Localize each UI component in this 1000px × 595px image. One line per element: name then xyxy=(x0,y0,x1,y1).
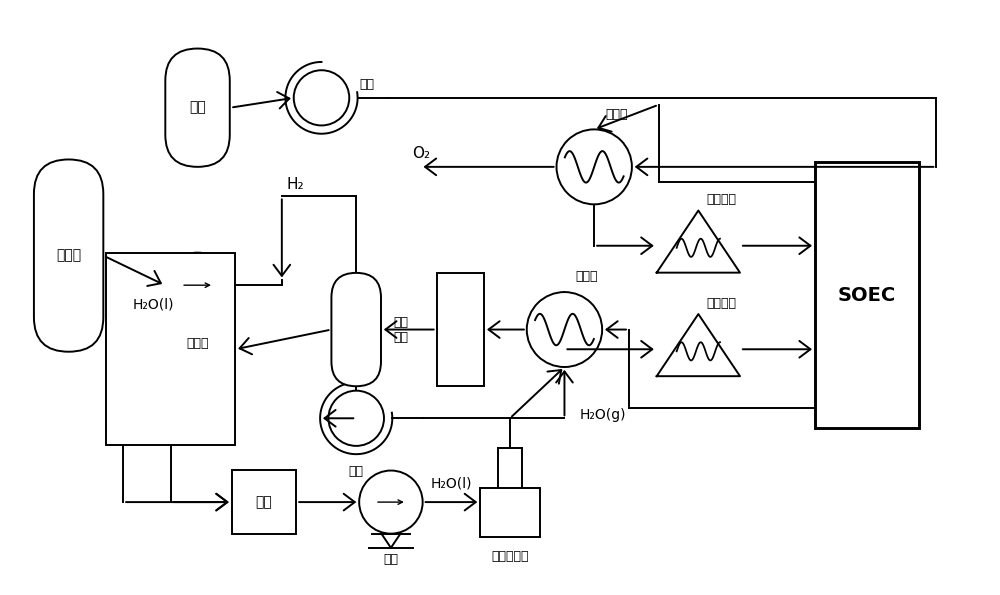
Text: H₂O(l): H₂O(l) xyxy=(132,298,174,312)
Circle shape xyxy=(527,292,602,367)
Text: H₂O(g): H₂O(g) xyxy=(579,408,626,422)
Circle shape xyxy=(328,391,384,446)
Bar xyxy=(232,470,296,534)
FancyBboxPatch shape xyxy=(331,273,381,386)
Text: H₂: H₂ xyxy=(287,177,304,192)
Circle shape xyxy=(294,70,349,126)
Text: O₂: O₂ xyxy=(412,146,431,161)
Text: H₂O(l): H₂O(l) xyxy=(431,476,472,490)
Bar xyxy=(480,488,540,537)
Bar xyxy=(815,162,919,428)
FancyBboxPatch shape xyxy=(34,159,103,352)
Text: 换热器: 换热器 xyxy=(606,108,628,121)
Polygon shape xyxy=(657,314,740,376)
Bar xyxy=(437,273,484,386)
Text: 水箱: 水箱 xyxy=(256,495,272,509)
FancyBboxPatch shape xyxy=(165,49,230,167)
Text: 水气
分离: 水气 分离 xyxy=(393,315,408,343)
Text: 储氢罐: 储氢罐 xyxy=(56,249,81,262)
Text: 电加热器: 电加热器 xyxy=(707,193,737,206)
Text: 空气: 空气 xyxy=(189,101,206,115)
Text: 风机: 风机 xyxy=(349,465,364,478)
Text: 换热器: 换热器 xyxy=(576,270,598,283)
Text: 水泵: 水泵 xyxy=(383,553,398,566)
Text: SOEC: SOEC xyxy=(838,286,896,305)
Text: 增压泵: 增压泵 xyxy=(186,337,209,350)
Circle shape xyxy=(557,129,632,204)
Circle shape xyxy=(359,471,423,534)
Polygon shape xyxy=(657,211,740,273)
Text: 电加热器: 电加热器 xyxy=(707,297,737,310)
Bar xyxy=(106,253,235,446)
Text: 风机: 风机 xyxy=(359,77,374,90)
Circle shape xyxy=(165,253,230,318)
Text: 蒸汽发生器: 蒸汽发生器 xyxy=(491,550,529,563)
